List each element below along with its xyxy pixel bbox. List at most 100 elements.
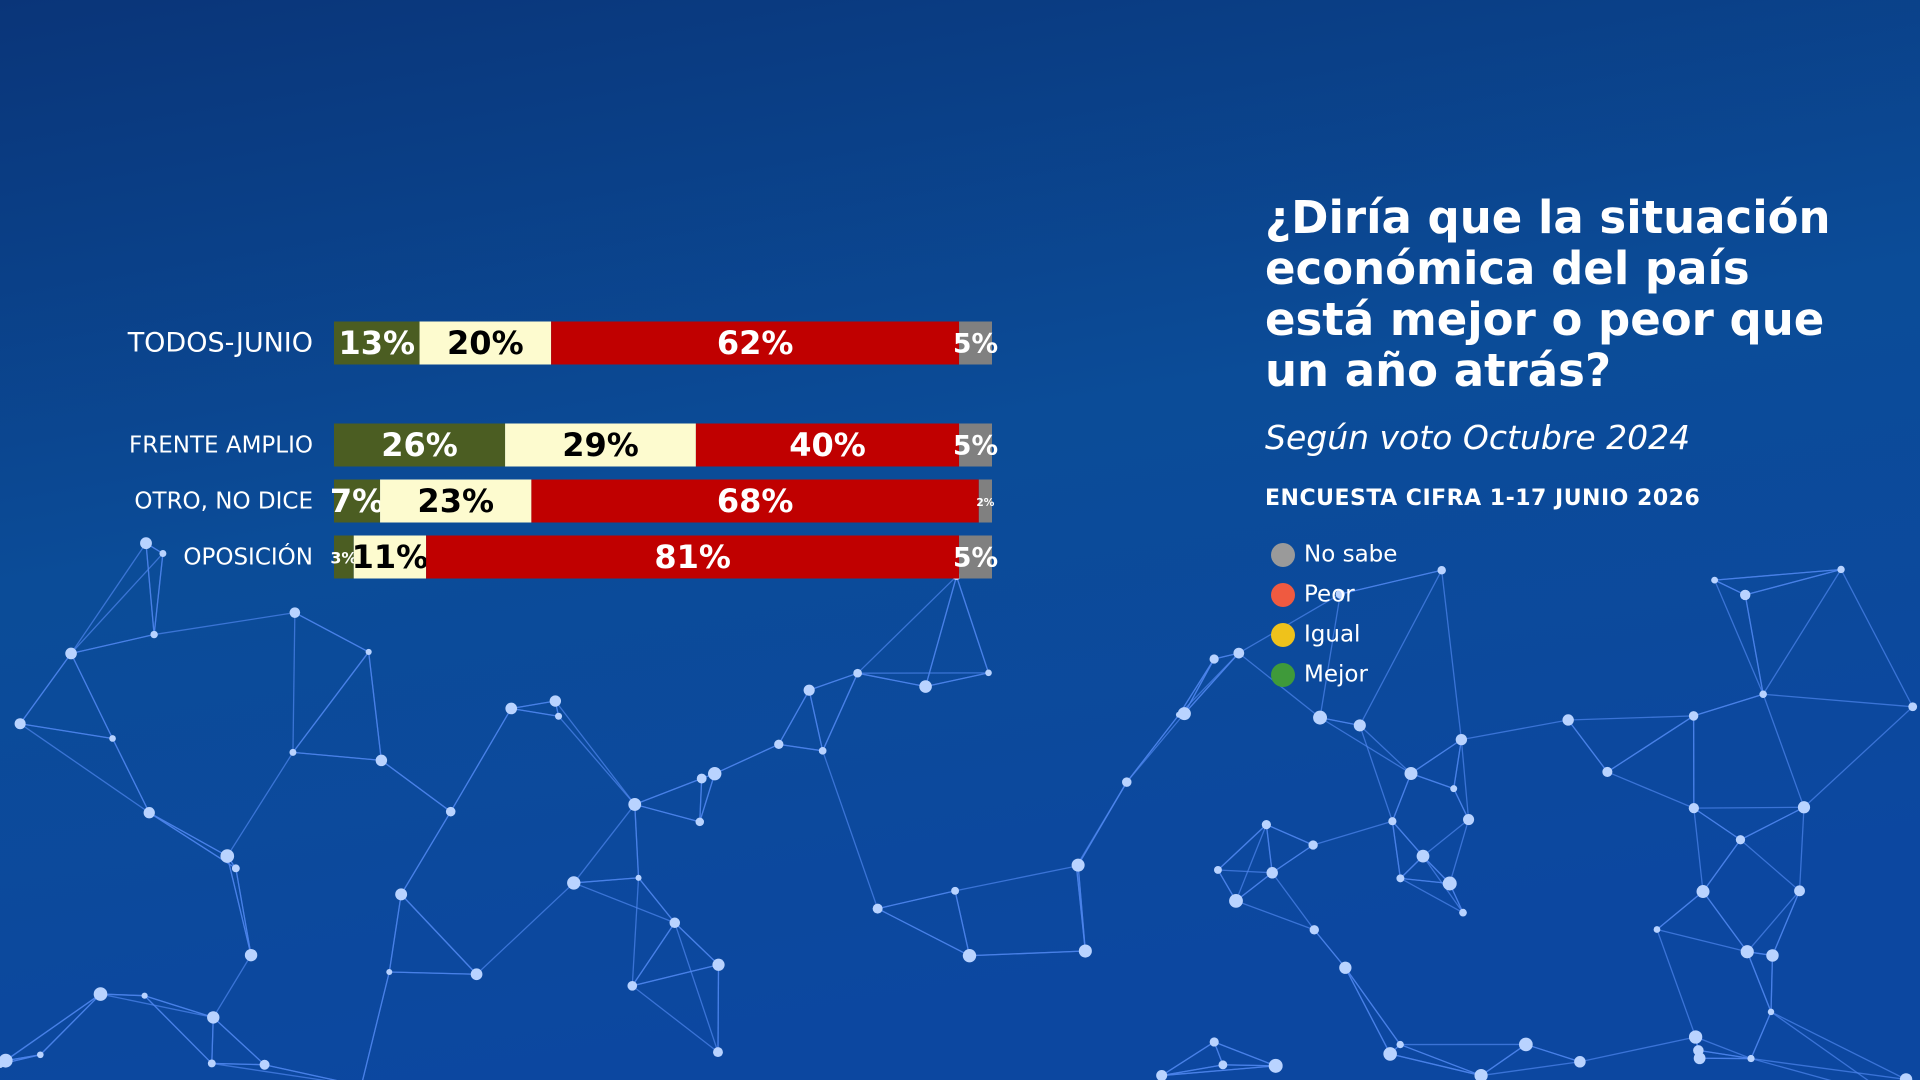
network-line — [70, 553, 164, 654]
network-line — [1271, 872, 1315, 931]
network-node — [207, 1011, 220, 1024]
value-label: 26% — [381, 426, 458, 464]
bar-segment — [959, 321, 992, 365]
network-line — [1340, 569, 1442, 595]
network-line — [634, 804, 640, 878]
network-line — [1344, 967, 1391, 1055]
network-node — [289, 607, 301, 618]
network-node — [1474, 1068, 1488, 1080]
network-line — [1453, 788, 1470, 820]
network-line — [1391, 821, 1402, 879]
bar-segment — [959, 535, 992, 579]
category-label: TODOS-JUNIO — [127, 328, 313, 359]
network-node — [1767, 1008, 1775, 1016]
source-note: ENCUESTA CIFRA 1-17 JUNIO 2026 — [1265, 486, 1701, 511]
value-label: 62% — [717, 324, 794, 362]
category-label: OTRO, NO DICE — [134, 489, 313, 515]
network-node — [696, 773, 707, 784]
network-line — [400, 893, 478, 975]
network-line — [1750, 1057, 1832, 1080]
bar-segment — [334, 479, 381, 523]
bar-segment — [695, 423, 960, 467]
network-line — [573, 877, 639, 884]
network-node — [1233, 647, 1245, 659]
network-line — [699, 773, 716, 823]
network-line — [632, 964, 719, 987]
network-line — [144, 995, 213, 1064]
network-node — [1562, 714, 1574, 726]
network-line — [20, 723, 113, 740]
network-node — [143, 807, 155, 819]
value-label: 11% — [352, 538, 429, 576]
network-line — [1798, 807, 1805, 891]
network-line — [100, 993, 145, 997]
network-line — [573, 804, 636, 884]
network-line — [1460, 739, 1470, 820]
network-line — [144, 995, 214, 1019]
network-line — [717, 964, 720, 1053]
network-line — [1762, 569, 1842, 695]
network-node — [951, 886, 960, 895]
network-node — [555, 712, 563, 720]
network-line — [400, 811, 452, 895]
network-node — [1404, 766, 1418, 780]
network-line — [1217, 824, 1267, 871]
network-node — [985, 669, 992, 677]
network-node — [289, 748, 297, 756]
network-node — [1339, 961, 1352, 974]
bar-segment — [551, 321, 960, 365]
network-node — [386, 968, 393, 975]
network-line — [1265, 824, 1273, 873]
network-node — [1177, 707, 1191, 721]
network-line — [857, 672, 926, 688]
network-node — [567, 876, 581, 890]
legend-swatch — [1271, 543, 1295, 567]
network-node — [1266, 867, 1278, 879]
network-line — [1714, 579, 1746, 596]
network-node — [1450, 785, 1458, 793]
network-line — [1740, 806, 1805, 841]
category-label: FRENTE AMPLIO — [129, 433, 313, 459]
bar-segment — [959, 423, 992, 467]
network-node — [635, 874, 642, 881]
network-line — [1077, 781, 1128, 866]
network-node — [695, 817, 705, 827]
network-line — [148, 812, 228, 857]
network-line — [211, 1062, 327, 1080]
network-node — [1735, 835, 1746, 845]
network-line — [924, 576, 958, 687]
network-node — [1442, 876, 1457, 891]
network-line — [631, 877, 640, 986]
network-line — [1840, 569, 1914, 708]
network-line — [1178, 658, 1215, 716]
network-line — [954, 865, 1077, 892]
network-line — [511, 707, 559, 717]
network-line — [638, 877, 676, 924]
network-line — [212, 1016, 266, 1066]
network-line — [699, 778, 703, 822]
network-line — [1359, 725, 1393, 822]
category-label: OPOSICIÓN — [183, 543, 313, 571]
network-line — [1390, 1053, 1482, 1077]
network-node — [1214, 866, 1222, 874]
network-node — [220, 849, 235, 863]
network-line — [1235, 824, 1267, 902]
network-line — [39, 993, 101, 1056]
network-line — [1656, 928, 1748, 953]
network-line — [1693, 693, 1764, 717]
network-node — [1574, 1056, 1586, 1068]
network-node — [65, 647, 77, 660]
network-line — [631, 985, 719, 1053]
network-line — [70, 542, 147, 654]
value-label: 13% — [338, 324, 415, 362]
network-line — [714, 743, 780, 775]
network-line — [5, 993, 101, 1062]
network-line — [368, 651, 383, 761]
network-node — [1899, 1073, 1913, 1080]
network-line — [1480, 1043, 1527, 1077]
network-line — [380, 759, 452, 813]
legend-label: Igual — [1304, 622, 1360, 648]
network-node — [445, 806, 456, 817]
network-line — [1235, 872, 1273, 902]
network-node — [669, 917, 681, 929]
